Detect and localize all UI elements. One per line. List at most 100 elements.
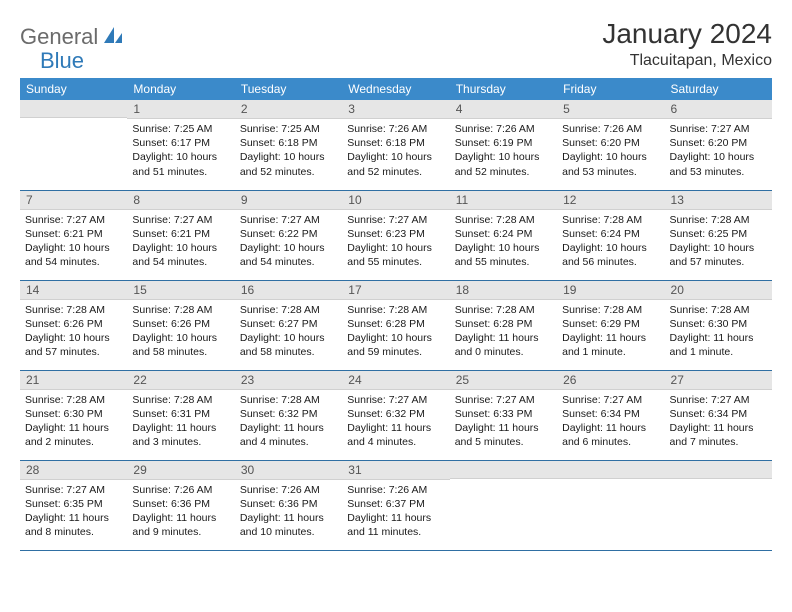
calendar-body: 1Sunrise: 7:25 AMSunset: 6:17 PMDaylight… xyxy=(20,100,772,550)
day-content: Sunrise: 7:28 AMSunset: 6:28 PMDaylight:… xyxy=(342,300,449,364)
day-content: Sunrise: 7:27 AMSunset: 6:33 PMDaylight:… xyxy=(450,390,557,454)
day-content: Sunrise: 7:26 AMSunset: 6:20 PMDaylight:… xyxy=(557,119,664,183)
weekday-header: Sunday xyxy=(20,78,127,100)
day-number: 11 xyxy=(450,191,557,210)
day-number: 28 xyxy=(20,461,127,480)
calendar-week-row: 7Sunrise: 7:27 AMSunset: 6:21 PMDaylight… xyxy=(20,190,772,280)
weekday-header: Tuesday xyxy=(235,78,342,100)
day-content: Sunrise: 7:28 AMSunset: 6:28 PMDaylight:… xyxy=(450,300,557,364)
calendar-day-cell: 26Sunrise: 7:27 AMSunset: 6:34 PMDayligh… xyxy=(557,370,664,460)
day-number: 23 xyxy=(235,371,342,390)
day-content: Sunrise: 7:28 AMSunset: 6:32 PMDaylight:… xyxy=(235,390,342,454)
day-number: 16 xyxy=(235,281,342,300)
day-number: 26 xyxy=(557,371,664,390)
day-content: Sunrise: 7:26 AMSunset: 6:36 PMDaylight:… xyxy=(127,480,234,544)
calendar-day-cell: 1Sunrise: 7:25 AMSunset: 6:17 PMDaylight… xyxy=(127,100,234,190)
day-number: 30 xyxy=(235,461,342,480)
day-content: Sunrise: 7:27 AMSunset: 6:34 PMDaylight:… xyxy=(665,390,772,454)
day-number: 19 xyxy=(557,281,664,300)
calendar-week-row: 28Sunrise: 7:27 AMSunset: 6:35 PMDayligh… xyxy=(20,460,772,550)
empty-day xyxy=(450,461,557,479)
day-content: Sunrise: 7:28 AMSunset: 6:26 PMDaylight:… xyxy=(127,300,234,364)
calendar-day-cell: 3Sunrise: 7:26 AMSunset: 6:18 PMDaylight… xyxy=(342,100,449,190)
calendar-day-cell: 17Sunrise: 7:28 AMSunset: 6:28 PMDayligh… xyxy=(342,280,449,370)
weekday-header-row: SundayMondayTuesdayWednesdayThursdayFrid… xyxy=(20,78,772,100)
calendar-day-cell: 16Sunrise: 7:28 AMSunset: 6:27 PMDayligh… xyxy=(235,280,342,370)
calendar-day-cell: 12Sunrise: 7:28 AMSunset: 6:24 PMDayligh… xyxy=(557,190,664,280)
calendar-day-cell: 7Sunrise: 7:27 AMSunset: 6:21 PMDaylight… xyxy=(20,190,127,280)
day-content: Sunrise: 7:27 AMSunset: 6:32 PMDaylight:… xyxy=(342,390,449,454)
day-content: Sunrise: 7:28 AMSunset: 6:31 PMDaylight:… xyxy=(127,390,234,454)
empty-day xyxy=(665,461,772,479)
calendar-day-cell: 2Sunrise: 7:25 AMSunset: 6:18 PMDaylight… xyxy=(235,100,342,190)
day-content: Sunrise: 7:28 AMSunset: 6:30 PMDaylight:… xyxy=(20,390,127,454)
day-content: Sunrise: 7:28 AMSunset: 6:25 PMDaylight:… xyxy=(665,210,772,274)
day-number: 4 xyxy=(450,100,557,119)
calendar-day-cell: 11Sunrise: 7:28 AMSunset: 6:24 PMDayligh… xyxy=(450,190,557,280)
calendar-day-cell: 19Sunrise: 7:28 AMSunset: 6:29 PMDayligh… xyxy=(557,280,664,370)
calendar-day-cell: 29Sunrise: 7:26 AMSunset: 6:36 PMDayligh… xyxy=(127,460,234,550)
weekday-header: Friday xyxy=(557,78,664,100)
day-content: Sunrise: 7:28 AMSunset: 6:29 PMDaylight:… xyxy=(557,300,664,364)
day-number: 17 xyxy=(342,281,449,300)
day-content: Sunrise: 7:28 AMSunset: 6:24 PMDaylight:… xyxy=(450,210,557,274)
calendar-day-cell: 8Sunrise: 7:27 AMSunset: 6:21 PMDaylight… xyxy=(127,190,234,280)
calendar-day-cell xyxy=(450,460,557,550)
calendar-day-cell: 21Sunrise: 7:28 AMSunset: 6:30 PMDayligh… xyxy=(20,370,127,460)
calendar-day-cell: 28Sunrise: 7:27 AMSunset: 6:35 PMDayligh… xyxy=(20,460,127,550)
day-number: 12 xyxy=(557,191,664,210)
calendar-table: SundayMondayTuesdayWednesdayThursdayFrid… xyxy=(20,78,772,551)
empty-day xyxy=(20,100,127,118)
day-content: Sunrise: 7:27 AMSunset: 6:35 PMDaylight:… xyxy=(20,480,127,544)
day-number: 18 xyxy=(450,281,557,300)
day-content: Sunrise: 7:27 AMSunset: 6:23 PMDaylight:… xyxy=(342,210,449,274)
day-content: Sunrise: 7:27 AMSunset: 6:22 PMDaylight:… xyxy=(235,210,342,274)
calendar-week-row: 21Sunrise: 7:28 AMSunset: 6:30 PMDayligh… xyxy=(20,370,772,460)
day-number: 31 xyxy=(342,461,449,480)
logo-text-blue-wrap: Blue xyxy=(40,48,84,74)
day-content: Sunrise: 7:28 AMSunset: 6:27 PMDaylight:… xyxy=(235,300,342,364)
day-number: 24 xyxy=(342,371,449,390)
day-content: Sunrise: 7:27 AMSunset: 6:21 PMDaylight:… xyxy=(20,210,127,274)
day-content: Sunrise: 7:28 AMSunset: 6:30 PMDaylight:… xyxy=(665,300,772,364)
logo-sail-icon xyxy=(102,25,124,50)
calendar-day-cell: 20Sunrise: 7:28 AMSunset: 6:30 PMDayligh… xyxy=(665,280,772,370)
calendar-day-cell xyxy=(557,460,664,550)
day-number: 1 xyxy=(127,100,234,119)
calendar-day-cell: 13Sunrise: 7:28 AMSunset: 6:25 PMDayligh… xyxy=(665,190,772,280)
day-number: 15 xyxy=(127,281,234,300)
calendar-day-cell: 24Sunrise: 7:27 AMSunset: 6:32 PMDayligh… xyxy=(342,370,449,460)
calendar-day-cell: 14Sunrise: 7:28 AMSunset: 6:26 PMDayligh… xyxy=(20,280,127,370)
calendar-week-row: 14Sunrise: 7:28 AMSunset: 6:26 PMDayligh… xyxy=(20,280,772,370)
day-content: Sunrise: 7:27 AMSunset: 6:34 PMDaylight:… xyxy=(557,390,664,454)
title-block: January 2024 Tlacuitapan, Mexico xyxy=(602,18,772,70)
calendar-week-row: 1Sunrise: 7:25 AMSunset: 6:17 PMDaylight… xyxy=(20,100,772,190)
calendar-day-cell: 10Sunrise: 7:27 AMSunset: 6:23 PMDayligh… xyxy=(342,190,449,280)
weekday-header: Thursday xyxy=(450,78,557,100)
day-content: Sunrise: 7:25 AMSunset: 6:17 PMDaylight:… xyxy=(127,119,234,183)
day-content: Sunrise: 7:26 AMSunset: 6:19 PMDaylight:… xyxy=(450,119,557,183)
day-number: 21 xyxy=(20,371,127,390)
day-number: 8 xyxy=(127,191,234,210)
day-number: 13 xyxy=(665,191,772,210)
calendar-day-cell: 27Sunrise: 7:27 AMSunset: 6:34 PMDayligh… xyxy=(665,370,772,460)
calendar-day-cell: 6Sunrise: 7:27 AMSunset: 6:20 PMDaylight… xyxy=(665,100,772,190)
day-number: 2 xyxy=(235,100,342,119)
day-number: 6 xyxy=(665,100,772,119)
calendar-day-cell: 5Sunrise: 7:26 AMSunset: 6:20 PMDaylight… xyxy=(557,100,664,190)
day-number: 22 xyxy=(127,371,234,390)
location: Tlacuitapan, Mexico xyxy=(602,52,772,70)
logo-text-blue: Blue xyxy=(40,48,84,73)
day-number: 10 xyxy=(342,191,449,210)
calendar-day-cell: 30Sunrise: 7:26 AMSunset: 6:36 PMDayligh… xyxy=(235,460,342,550)
day-content: Sunrise: 7:26 AMSunset: 6:36 PMDaylight:… xyxy=(235,480,342,544)
header: General January 2024 Tlacuitapan, Mexico xyxy=(20,18,772,70)
day-content: Sunrise: 7:26 AMSunset: 6:18 PMDaylight:… xyxy=(342,119,449,183)
calendar-day-cell: 31Sunrise: 7:26 AMSunset: 6:37 PMDayligh… xyxy=(342,460,449,550)
day-number: 29 xyxy=(127,461,234,480)
weekday-header: Wednesday xyxy=(342,78,449,100)
calendar-day-cell xyxy=(665,460,772,550)
calendar-day-cell: 9Sunrise: 7:27 AMSunset: 6:22 PMDaylight… xyxy=(235,190,342,280)
day-number: 27 xyxy=(665,371,772,390)
day-number: 25 xyxy=(450,371,557,390)
